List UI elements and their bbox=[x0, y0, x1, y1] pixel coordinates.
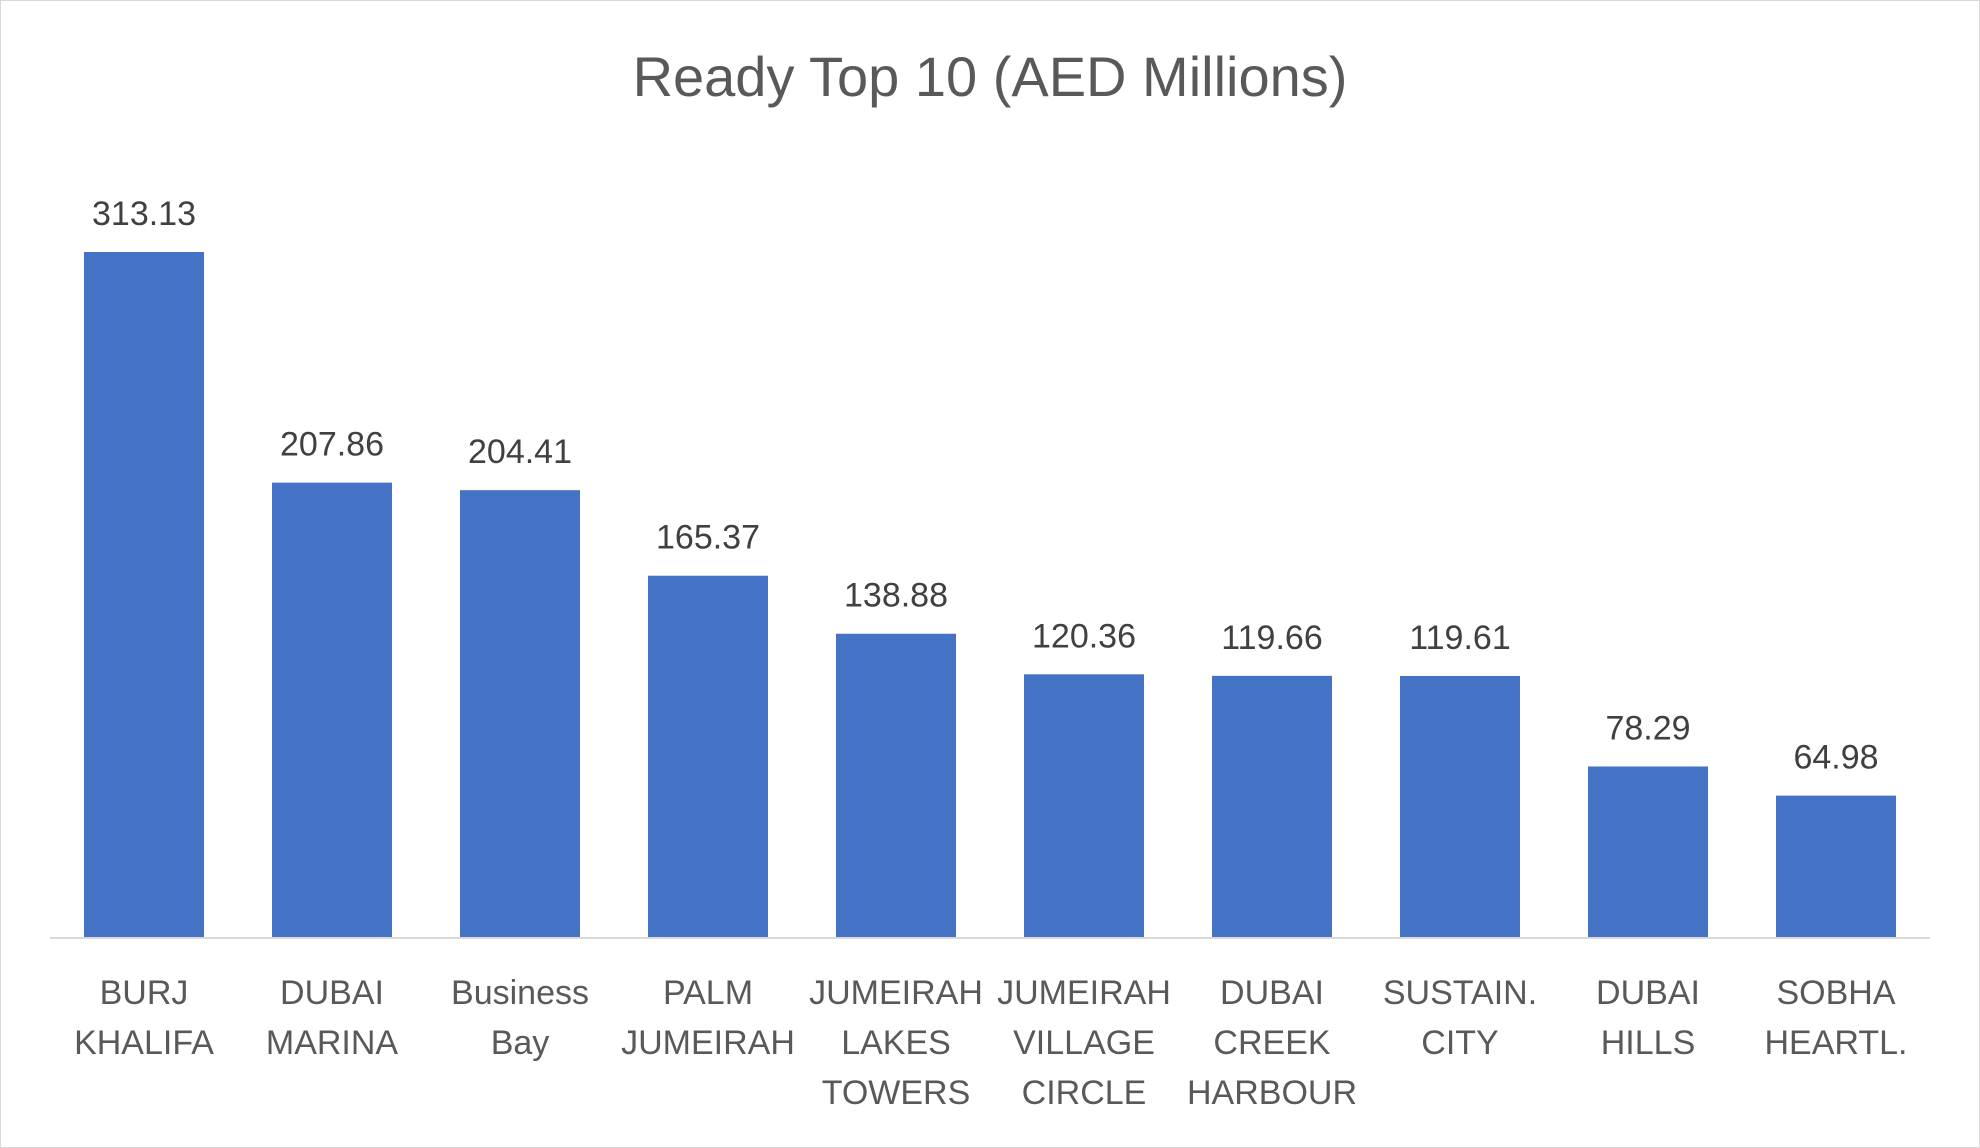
x-tick-label-line: SUSTAIN. bbox=[1383, 974, 1537, 1012]
x-tick-label-line: HILLS bbox=[1601, 1024, 1696, 1062]
bar-8 bbox=[1400, 675, 1520, 938]
x-tick-label-line: HARBOUR bbox=[1187, 1074, 1357, 1112]
x-tick-labels-group: BURJ KHALIFA DUBAI MARINA Business Bay PALM JUM… bbox=[74, 974, 1907, 1112]
x-tick-label-line: PALM bbox=[663, 974, 753, 1012]
x-tick-label-line: DUBAI bbox=[1596, 974, 1700, 1012]
bars-group bbox=[84, 252, 1896, 938]
data-label-8: 119.61 bbox=[1409, 619, 1510, 657]
data-labels-group: 313.13 207.86 204.41 165.37 138.88 120.36 119.… bbox=[92, 195, 1879, 777]
data-label-2: 207.86 bbox=[280, 426, 384, 464]
x-tick-label-line: SOBHA bbox=[1776, 974, 1895, 1012]
x-tick-label-1: BURJ KHALIFA bbox=[74, 974, 214, 1062]
x-tick-label-line: TOWERS bbox=[822, 1074, 971, 1112]
chart-title: Ready Top 10 (AED Millions) bbox=[633, 45, 1348, 108]
x-tick-label-line: Bay bbox=[491, 1024, 550, 1062]
bar-1 bbox=[84, 252, 204, 938]
x-tick-label-line: Business bbox=[451, 974, 589, 1012]
data-label-5: 138.88 bbox=[844, 577, 948, 615]
bar-2 bbox=[272, 482, 392, 938]
x-tick-label-line: DUBAI bbox=[280, 974, 384, 1012]
data-label-10: 64.98 bbox=[1793, 739, 1878, 777]
bar-4 bbox=[648, 575, 768, 938]
x-tick-label-10: SOBHA HEARTL. bbox=[1765, 974, 1908, 1062]
x-tick-label-8: SUSTAIN. CITY bbox=[1383, 974, 1537, 1062]
x-tick-label-2: DUBAI MARINA bbox=[266, 974, 399, 1062]
bar-9 bbox=[1588, 766, 1708, 938]
data-label-4: 165.37 bbox=[656, 519, 760, 557]
bar-10 bbox=[1776, 795, 1896, 938]
x-tick-label-line: JUMEIRAH bbox=[997, 974, 1171, 1012]
x-tick-label-9: DUBAI HILLS bbox=[1596, 974, 1700, 1062]
bar-5 bbox=[836, 633, 956, 938]
x-tick-label-line: MARINA bbox=[266, 1024, 399, 1062]
x-tick-label-line: KHALIFA bbox=[74, 1024, 214, 1062]
bar-7 bbox=[1212, 675, 1332, 938]
bar-6 bbox=[1024, 674, 1144, 938]
x-tick-label-7: DUBAI CREEK HARBOUR bbox=[1187, 974, 1357, 1112]
data-label-7: 119.66 bbox=[1221, 619, 1322, 657]
x-tick-label-4: PALM JUMEIRAH bbox=[621, 974, 795, 1062]
data-label-6: 120.36 bbox=[1032, 617, 1136, 655]
x-tick-label-line: CITY bbox=[1421, 1024, 1498, 1062]
x-tick-label-5: JUMEIRAH LAKES TOWERS bbox=[809, 974, 983, 1112]
x-tick-label-line: DUBAI bbox=[1220, 974, 1324, 1012]
x-tick-label-line: BURJ bbox=[100, 974, 189, 1012]
x-tick-label-3: Business Bay bbox=[451, 974, 589, 1062]
bar-3 bbox=[460, 490, 580, 938]
x-tick-label-line: JUMEIRAH bbox=[621, 1024, 795, 1062]
data-label-9: 78.29 bbox=[1605, 709, 1690, 747]
x-tick-label-line: HEARTL. bbox=[1765, 1024, 1908, 1062]
x-tick-label-line: CIRCLE bbox=[1022, 1074, 1147, 1112]
data-label-3: 204.41 bbox=[468, 433, 572, 471]
x-tick-label-line: VILLAGE bbox=[1013, 1024, 1155, 1062]
data-label-1: 313.13 bbox=[92, 195, 196, 233]
x-tick-label-line: LAKES bbox=[841, 1024, 951, 1062]
x-tick-label-6: JUMEIRAH VILLAGE CIRCLE bbox=[997, 974, 1171, 1112]
x-tick-label-line: CREEK bbox=[1213, 1024, 1330, 1062]
x-tick-label-line: JUMEIRAH bbox=[809, 974, 983, 1012]
